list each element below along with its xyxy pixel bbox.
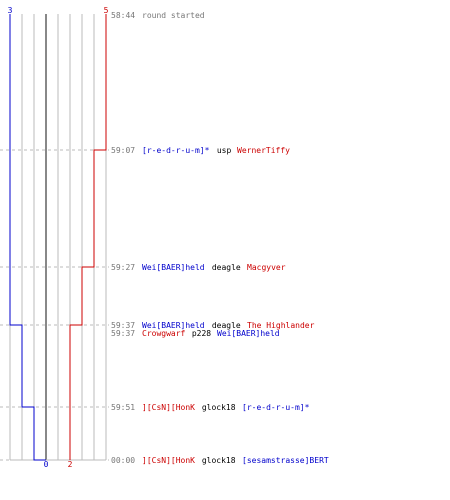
event-time: 59:51 <box>111 403 135 412</box>
blue-count-end-label: 0 <box>44 460 49 469</box>
event-row: 00:00 ][CsN][HonK glock18 [sesamstrasse]B… <box>111 456 329 465</box>
event-row: 59:37 Wei[BAER]held deagle The Highlander <box>111 321 315 330</box>
event-player-name: [r-e-d-r-u-m]* <box>142 146 210 155</box>
blue-count-start-label: 3 <box>8 6 13 15</box>
event-time: 58:44 <box>111 11 135 20</box>
event-guide-lines <box>0 149 109 461</box>
event-weapon: usp <box>212 146 236 155</box>
team-count-labels: 3 5 0 2 <box>8 6 109 469</box>
event-player-name: Wei[BAER]held <box>142 321 205 330</box>
event-player-name: Wei[BAER]held <box>217 329 280 338</box>
event-row: 59:07 [r-e-d-r-u-m]* usp WernerTiffy <box>111 146 290 155</box>
event-player-name: Crowgwarf <box>142 329 186 338</box>
event-time: 59:07 <box>111 146 135 155</box>
red-count-end-label: 2 <box>68 460 73 469</box>
chart-grid <box>9 14 107 461</box>
event-message: round started <box>142 11 205 20</box>
event-time: 00:00 <box>111 456 135 465</box>
event-player-name: WernerTiffy <box>237 146 290 155</box>
event-player-name: ][CsN][HonK <box>142 403 195 412</box>
event-weapon: deagle <box>207 263 246 272</box>
red-team-count-line <box>69 14 107 460</box>
event-time: 59:27 <box>111 263 135 272</box>
event-player-name: [r-e-d-r-u-m]* <box>242 403 310 412</box>
event-player-name: The Highlander <box>247 321 315 330</box>
event-weapon: p228 <box>187 329 216 338</box>
blue-team-count-line <box>9 14 46 461</box>
event-player-name: ][CsN][HonK <box>142 456 195 465</box>
event-weapon: glock18 <box>197 403 240 412</box>
event-weapon: deagle <box>207 321 246 330</box>
event-row: 59:51 ][CsN][HonK glock18 [r-e-d-r-u-m]* <box>111 403 310 412</box>
event-row: 59:27 Wei[BAER]held deagle Macgyver <box>111 263 286 272</box>
event-time: 59:37 <box>111 329 135 338</box>
event-log: 58:44 round started 59:07 [r-e-d-r-u-m]* us… <box>111 11 329 465</box>
event-row: 58:44 round started <box>111 11 205 20</box>
team-count-lines <box>9 14 107 461</box>
event-row: 59:37 Crowgwarf p228 Wei[BAER]held <box>111 329 280 338</box>
event-player-name: Macgyver <box>247 263 286 272</box>
event-weapon: glock18 <box>197 456 240 465</box>
red-count-start-label: 5 <box>104 6 109 15</box>
event-player-name: Wei[BAER]held <box>142 263 205 272</box>
event-time: 59:37 <box>111 321 135 330</box>
event-player-name: [sesamstrasse]BERT <box>242 456 329 465</box>
